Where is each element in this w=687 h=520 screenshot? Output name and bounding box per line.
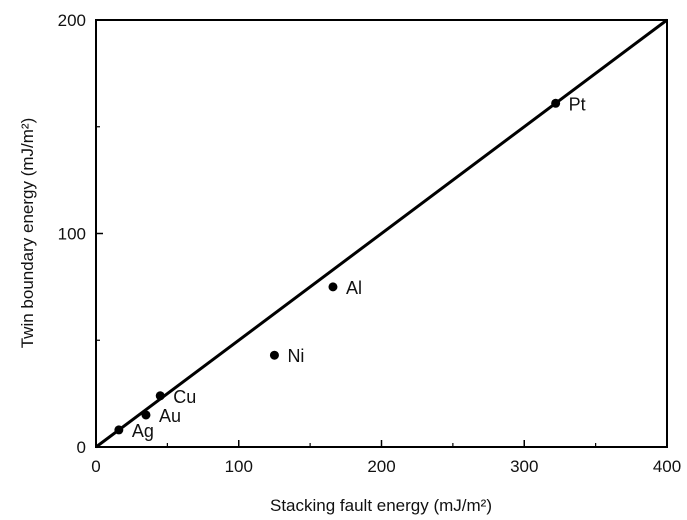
point-label-ag: Ag [132,421,154,441]
x-tick-label: 300 [510,457,538,476]
x-axis-ticks: 0 100 200 300 400 [91,440,681,476]
x-tick-label: 400 [653,457,681,476]
fit-line [95,18,668,449]
point-label-au: Au [159,406,181,426]
x-tick-label: 100 [225,457,253,476]
data-point-cu [155,391,165,401]
data-point-ni [269,350,279,360]
y-axis-ticks: 0 100 200 [58,11,103,457]
y-tick-label: 200 [58,11,86,30]
data-point-pt [551,98,561,108]
x-tick-label: 0 [91,457,100,476]
x-axis-title: Stacking fault energy (mJ/m²) [270,496,492,515]
point-label-ni: Ni [287,346,304,366]
y-axis-title: Twin boundary energy (mJ/m²) [18,118,37,349]
y-tick-label: 0 [77,438,86,457]
data-point-au [141,410,151,420]
point-label-pt: Pt [569,94,586,114]
y-tick-label: 100 [58,225,86,244]
x-tick-label: 200 [367,457,395,476]
data-point-al [328,282,338,292]
point-label-cu: Cu [173,387,196,407]
point-label-al: Al [346,278,362,298]
data-point-ag [114,425,124,435]
